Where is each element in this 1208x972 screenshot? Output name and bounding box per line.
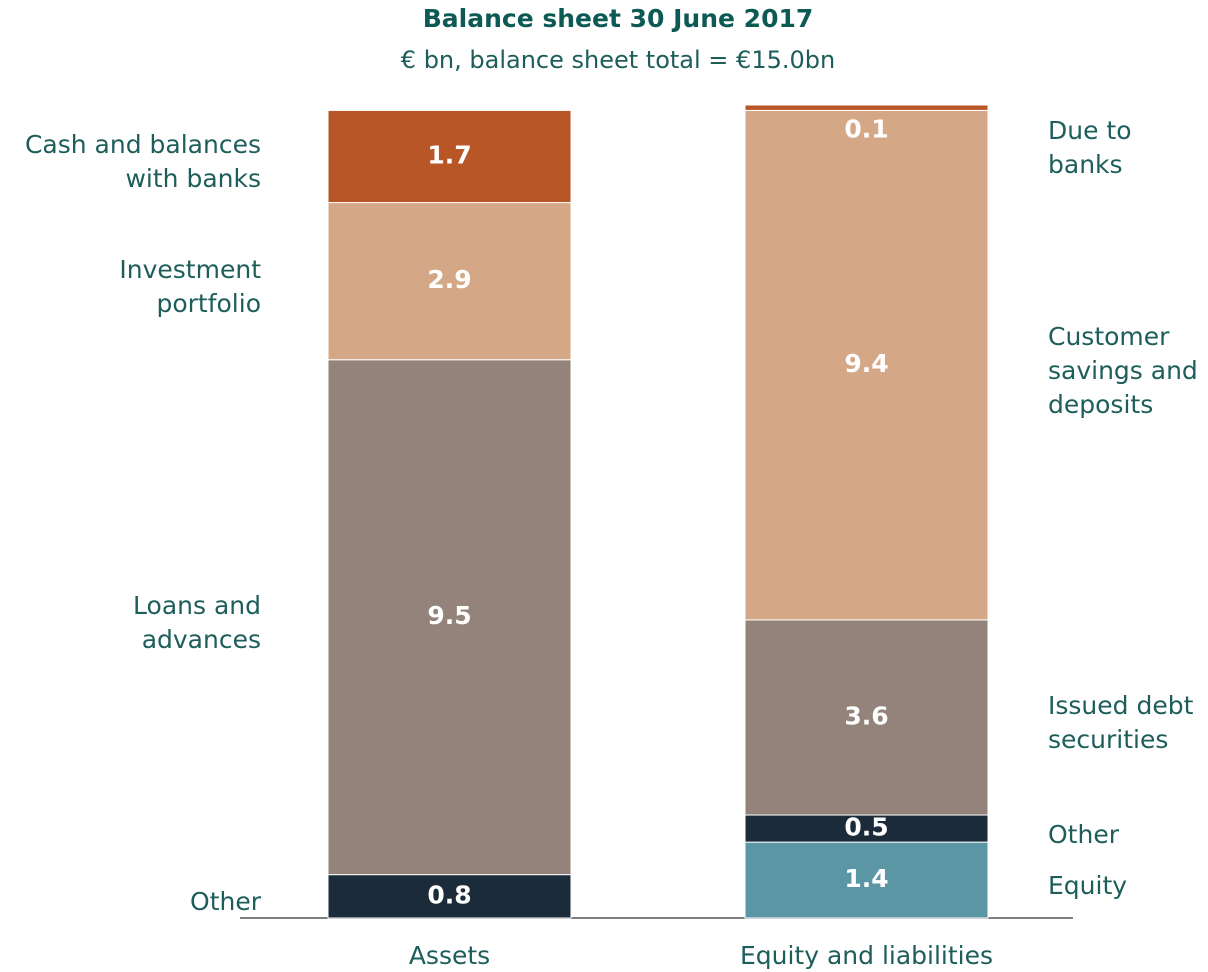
segment-name: Equity <box>1048 871 1128 901</box>
bar-segment <box>744 841 989 919</box>
chart-subtitle: € bn, balance sheet total = €15.0bn <box>401 46 835 74</box>
bar-segment <box>744 109 989 621</box>
segment-name: Other <box>190 887 261 917</box>
value-label: 0.1 <box>844 114 888 143</box>
segment-name: Customer savings and deposits <box>1048 322 1198 420</box>
bar-segment <box>744 814 989 843</box>
value-label: 9.5 <box>427 601 471 630</box>
value-label: 3.6 <box>844 701 888 730</box>
value-label: 0.8 <box>427 880 471 909</box>
bar-segment <box>744 104 989 111</box>
value-label: 1.7 <box>427 140 471 169</box>
segment-name: Issued debt securities <box>1048 691 1194 755</box>
segment-name: Other <box>1048 819 1119 849</box>
x-tick-label: Equity and liabilities <box>740 941 993 970</box>
x-tick-label: Assets <box>409 941 490 970</box>
bar-segment <box>744 619 989 816</box>
value-label: 1.4 <box>844 864 888 893</box>
value-label: 0.5 <box>844 813 888 842</box>
bar-segment <box>327 359 572 876</box>
bar-segment <box>327 109 572 204</box>
segment-name: Due to banks <box>1048 116 1132 179</box>
segment-name: Investment portfolio <box>119 255 261 319</box>
bar-segment <box>327 202 572 361</box>
value-label: 2.9 <box>427 265 471 294</box>
segment-name: Cash and balances with banks <box>24 130 261 194</box>
segment-name: Loans and advances <box>133 591 261 655</box>
chart-title: Balance sheet 30 June 2017 <box>423 4 814 33</box>
value-label: 9.4 <box>844 349 888 378</box>
